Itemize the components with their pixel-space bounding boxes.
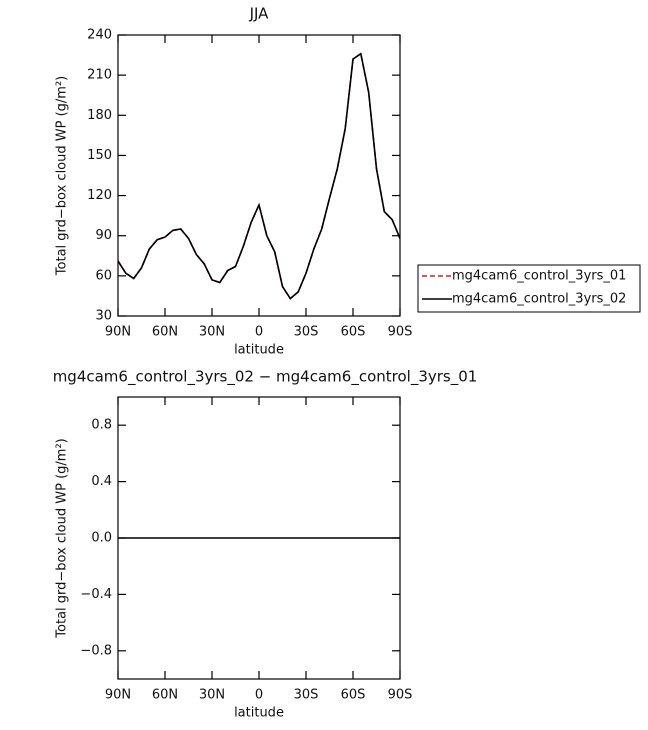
x-tick-label: 90S xyxy=(388,325,413,340)
series-line xyxy=(117,52,401,300)
y-tick-label: −0.4 xyxy=(80,587,112,602)
x-tick-label: 90S xyxy=(388,688,413,703)
x-axis-label: latitude xyxy=(234,343,284,358)
x-tick-label: 60N xyxy=(152,688,178,703)
x-tick-label: 30N xyxy=(199,325,225,340)
y-tick-label: −0.8 xyxy=(80,643,112,658)
x-tick-label: 30S xyxy=(294,688,319,703)
y-tick-label: 0.0 xyxy=(91,531,112,546)
y-tick-label: 0.4 xyxy=(91,474,112,489)
x-tick-label: 0 xyxy=(255,325,263,340)
legend-label: mg4cam6_control_3yrs_02 xyxy=(452,292,626,307)
plot-frame xyxy=(117,34,401,317)
y-tick-label: 150 xyxy=(87,148,112,163)
x-tick-label: 30N xyxy=(199,688,225,703)
y-tick-label: 60 xyxy=(95,268,112,283)
y-tick-label: 120 xyxy=(87,188,112,203)
chart-title: JJA xyxy=(249,5,270,23)
x-tick-label: 30S xyxy=(294,325,319,340)
x-tick-label: 0 xyxy=(255,688,263,703)
y-axis-label: Total grd−box cloud WP (g/m²) xyxy=(55,76,70,276)
x-tick-label: 60S xyxy=(341,688,366,703)
y-axis-label: Total grd−box cloud WP (g/m²) xyxy=(55,438,70,638)
chart-title: mg4cam6_control_3yrs_02 − mg4cam6_contro… xyxy=(53,368,478,387)
y-tick-label: 90 xyxy=(95,228,112,243)
series-line xyxy=(117,52,401,300)
x-tick-label: 60S xyxy=(341,325,366,340)
y-tick-label: 210 xyxy=(87,68,112,83)
x-tick-label: 90N xyxy=(105,688,131,703)
legend-label: mg4cam6_control_3yrs_01 xyxy=(452,269,626,284)
x-tick-label: 90N xyxy=(105,325,131,340)
legend-box xyxy=(417,264,641,313)
y-tick-label: 180 xyxy=(87,108,112,123)
y-tick-label: 240 xyxy=(87,28,112,43)
y-tick-label: 30 xyxy=(95,309,112,324)
y-tick-label: 0.8 xyxy=(91,418,112,433)
x-tick-label: 60N xyxy=(152,325,178,340)
x-axis-label: latitude xyxy=(234,706,284,721)
